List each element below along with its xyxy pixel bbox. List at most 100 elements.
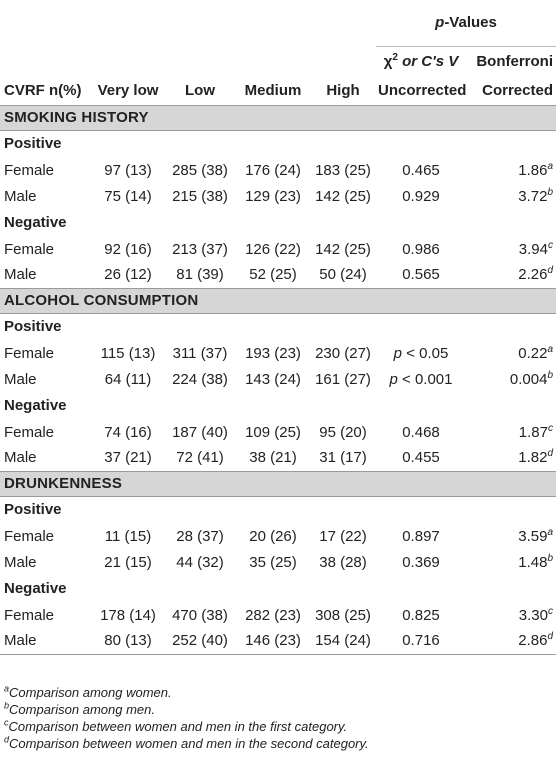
footnotes: aComparison among women. bComparison amon…	[4, 684, 369, 752]
sex-cell: Female	[4, 344, 55, 362]
cvrf-table: p-Values χ2 or C's V Bonferroni CVRF n(%…	[0, 0, 556, 655]
group-label: Negative	[4, 580, 67, 597]
value-cell: 282 (23)	[245, 606, 301, 624]
section-header: DRUNKENNESS	[0, 470, 556, 497]
uncorrected-cell: 0.716	[376, 628, 466, 655]
value-cell: 178 (14)	[100, 606, 156, 624]
table-row: Male 21 (15) 44 (32) 35 (25) 38 (28) 0.369 1.4…	[0, 549, 556, 575]
p-symbol: p	[389, 370, 398, 388]
value-cell: 161 (27)	[315, 370, 371, 388]
value-cell: 154 (24)	[310, 628, 376, 655]
col-medium: Medium	[236, 76, 310, 106]
corrected-cell: 1.86a	[466, 157, 556, 183]
group-label: Positive	[4, 318, 62, 336]
corrected-value: 1.87	[518, 423, 548, 441]
value-cell: 35 (25)	[249, 553, 297, 571]
uncorrected-cell: p < 0.05	[376, 340, 466, 366]
col-cvrf: CVRF n(%)	[0, 76, 92, 106]
uncorrected-cell: p < 0.001	[376, 366, 466, 392]
group-label: Positive	[4, 501, 62, 519]
header-row-columns: CVRF n(%) Very low Low Medium High Uncor…	[0, 76, 556, 106]
group-header: Positive	[0, 313, 556, 340]
footnote: dComparison between women and men in the…	[4, 735, 369, 752]
footnote-marker: a	[4, 683, 10, 694]
section-title: DRUNKENNESS	[0, 470, 556, 497]
value-cell: 176 (24)	[245, 161, 301, 179]
footnote-mark: c	[548, 605, 553, 617]
value-cell: 285 (38)	[172, 161, 228, 179]
section-title: ALCOHOL CONSUMPTION	[0, 287, 556, 314]
value-cell: 215 (38)	[172, 187, 228, 205]
corrected-value: 1.48	[518, 553, 548, 571]
col-high: High	[310, 76, 376, 106]
value-cell: 129 (23)	[245, 187, 301, 205]
value-cell: 224 (38)	[172, 370, 228, 388]
value-cell: 31 (17)	[319, 449, 367, 467]
value-cell: 75 (14)	[104, 187, 152, 205]
corrected-cell: 2.86d	[466, 628, 556, 655]
corrected-cell: 1.48b	[466, 549, 556, 575]
value-cell: 72 (41)	[176, 449, 224, 467]
group-header: Negative	[0, 392, 556, 419]
header-row-tests: χ2 or C's V Bonferroni	[0, 46, 556, 76]
footnote-marker: b	[4, 700, 10, 711]
footnote-mark: c	[548, 239, 553, 251]
sex-cell: Male	[4, 553, 37, 571]
footnote-mark: b	[547, 552, 553, 564]
p-threshold: < 0.05	[402, 344, 449, 362]
sex-cell: Male	[4, 449, 37, 467]
value-cell: 97 (13)	[104, 161, 152, 179]
value-cell: 21 (15)	[104, 553, 152, 571]
corrected-cell: 0.22a	[466, 340, 556, 366]
corrected-value: 1.86	[518, 161, 548, 179]
sex-cell: Male	[4, 187, 37, 205]
value-cell: 470 (38)	[172, 606, 228, 624]
table-row: Female 92 (16) 213 (37) 126 (22) 142 (25) 0.9…	[0, 236, 556, 262]
header-row-pvalues: p-Values	[0, 0, 556, 47]
value-cell: 20 (26)	[249, 527, 297, 545]
section-title: SMOKING HISTORY	[0, 104, 556, 131]
group-header: Negative	[0, 575, 556, 602]
corrected-cell: 3.30c	[466, 602, 556, 628]
value-cell: 146 (23)	[236, 628, 310, 655]
footnote-mark: b	[547, 369, 553, 381]
footnote-mark: a	[547, 343, 553, 355]
value-cell: 193 (23)	[245, 344, 301, 362]
corrected-value: 2.86	[518, 632, 548, 650]
value-cell: 183 (25)	[315, 161, 371, 179]
value-cell: 92 (16)	[104, 240, 152, 258]
value-cell: 38 (28)	[319, 553, 367, 571]
value-cell: 252 (40)	[164, 628, 236, 655]
group-label: Negative	[4, 214, 67, 231]
group-header: Positive	[0, 496, 556, 523]
value-cell: 44 (32)	[176, 553, 224, 571]
sex-cell: Female	[4, 606, 55, 624]
table-row: Male 80 (13) 252 (40) 146 (23) 154 (24) 0.716…	[0, 628, 556, 655]
p-symbol: p	[393, 344, 403, 362]
table-row: Female 178 (14) 470 (38) 282 (23) 308 (25) 0.…	[0, 602, 556, 628]
value-cell: 52 (25)	[249, 266, 297, 284]
group-header: Negative	[0, 209, 556, 236]
table-row: Male 75 (14) 215 (38) 129 (23) 142 (25) 0.929…	[0, 183, 556, 209]
group-header: Positive	[0, 130, 556, 157]
corrected-value: 3.94	[518, 240, 548, 258]
group-label: Positive	[4, 135, 62, 153]
value-cell: 311 (37)	[172, 344, 228, 362]
footnote: aComparison among women.	[4, 684, 369, 701]
table-row: Female 115 (13) 311 (37) 193 (23) 230 (27) p …	[0, 340, 556, 366]
uncorrected-cell: 0.465	[402, 161, 440, 179]
uncorrected-cell: 0.468	[402, 423, 440, 441]
value-cell: 213 (37)	[172, 240, 228, 258]
table-row: Female 11 (15) 28 (37) 20 (26) 17 (22) 0.897 3…	[0, 523, 556, 549]
value-cell: 142 (25)	[315, 240, 371, 258]
uncorrected-cell: 0.565	[402, 266, 440, 284]
group-label: Negative	[4, 397, 67, 414]
corrected-value: 3.72	[518, 187, 548, 205]
corrected-value: 3.30	[518, 606, 548, 624]
sex-cell: Female	[4, 423, 55, 441]
table-row: Female 74 (16) 187 (40) 109 (25) 95 (20) 0.46…	[0, 419, 556, 445]
section-header: SMOKING HISTORY	[0, 104, 556, 131]
footnote-mark: b	[547, 186, 553, 198]
corrected-value: 0.22	[518, 344, 548, 362]
